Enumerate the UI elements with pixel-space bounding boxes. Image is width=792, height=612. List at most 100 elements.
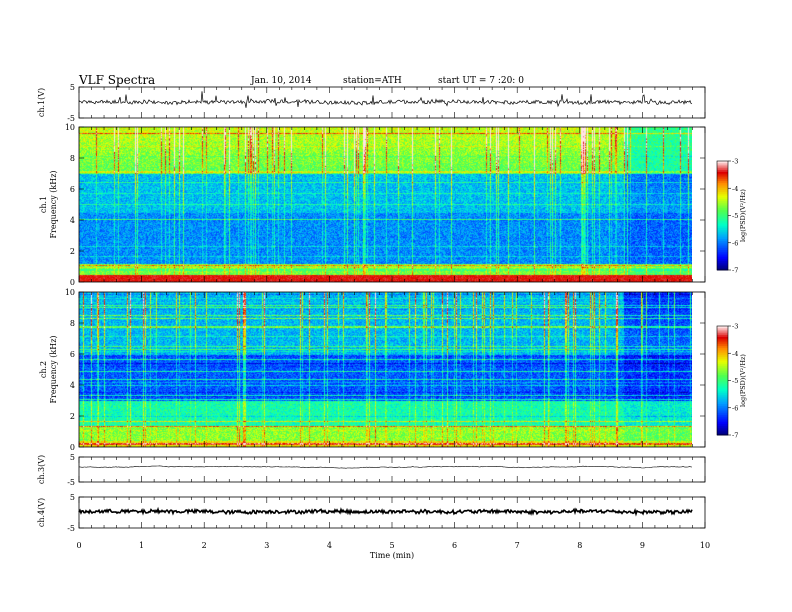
colorbar-swatch [717, 364, 728, 367]
x-axis-label: Time (min) [370, 551, 414, 560]
colorbar-swatch [717, 266, 728, 269]
y-tick-label: -5 [67, 478, 75, 487]
ch3-waveform-trace [79, 465, 693, 469]
colorbar-swatch [717, 342, 728, 345]
colorbar-swatch [717, 380, 728, 383]
colorbar-swatch [717, 422, 728, 425]
x-tick-label: 2 [202, 541, 207, 550]
ch1-spectrogram-image [79, 127, 692, 282]
y-tick-label: 8 [70, 154, 75, 163]
x-tick-label: 4 [327, 541, 332, 550]
colorbar-swatch [717, 351, 728, 354]
colorbar-swatch [717, 208, 728, 211]
colorbar-swatch [717, 224, 728, 227]
colorbar-swatch [717, 237, 728, 240]
colorbar-swatch [717, 180, 728, 184]
ch1-waveform-trace [78, 91, 693, 108]
colorbar-tick-label: -7 [732, 432, 738, 440]
colorbar-swatch [717, 413, 728, 416]
colorbar-swatch [717, 429, 728, 432]
colorbar-swatch [717, 170, 728, 173]
chart-title: VLF Spectra [79, 73, 156, 87]
y-tick-label: 0 [70, 443, 75, 452]
colorbar-swatch [717, 425, 728, 429]
colorbar-swatch [717, 416, 728, 420]
colorbar-swatch [717, 327, 728, 331]
colorbar-swatch [717, 382, 728, 385]
colorbar-swatch [717, 402, 728, 405]
colorbar-swatch [717, 257, 728, 260]
colorbar-swatch [717, 250, 728, 253]
colorbar-swatch [717, 179, 728, 182]
ch2-spectrogram-colorbar: -3 -4 -5 -6 -7 log(PSD)(V²/Hz) [716, 323, 747, 440]
colorbar-tick-label: -5 [732, 377, 738, 385]
colorbar-swatch [717, 405, 728, 409]
colorbar-swatch [717, 371, 728, 374]
colorbar-swatch [717, 333, 728, 336]
colorbar-label: log(PSD)(V²/Hz) [739, 189, 747, 242]
y-tick-label: 8 [70, 319, 75, 328]
colorbar-label: log(PSD)(V²/Hz) [739, 354, 747, 407]
colorbar-swatch [717, 228, 728, 231]
colorbar-swatch [717, 358, 728, 362]
colorbar-swatch [717, 369, 728, 372]
colorbar-swatch [717, 231, 728, 235]
colorbar-swatch [717, 204, 728, 207]
colorbar-swatch [717, 200, 728, 204]
ch2-spectrogram-ylabel: ch.2Frequency (kHz) [39, 335, 58, 403]
colorbar-swatch [717, 411, 728, 414]
start-time-label: start UT = 7 :20: 0 [438, 76, 524, 86]
colorbar-swatch [717, 190, 728, 193]
colorbar-tick-label: -4 [732, 185, 738, 193]
colorbar-swatch [717, 191, 728, 195]
ch1-spectrogram-colorbar: -3 -4 -5 -6 -7 log(PSD)(V²/Hz) [716, 158, 747, 275]
station-label: station=ATH [343, 76, 402, 86]
colorbar-swatch [717, 336, 728, 340]
colorbar-swatch [717, 376, 728, 380]
colorbar-swatch [717, 239, 728, 242]
colorbar-swatch [717, 251, 728, 255]
colorbar-swatch [717, 220, 728, 224]
colorbar-swatch [717, 387, 728, 391]
colorbar-swatch [717, 253, 728, 256]
colorbar-swatch [717, 217, 728, 220]
colorbar-swatch [717, 427, 728, 431]
y-tick-label: 2 [70, 247, 75, 256]
y-tick-label: 5 [70, 83, 75, 92]
colorbar-swatch [717, 329, 728, 332]
colorbar-swatch [717, 353, 728, 356]
colorbar-swatch [717, 260, 728, 264]
colorbar-swatch [717, 211, 728, 215]
colorbar-swatch [717, 431, 728, 434]
colorbar-swatch [717, 400, 728, 403]
colorbar-swatch [717, 367, 728, 371]
colorbar-swatch [717, 259, 728, 262]
colorbar-swatch [717, 184, 728, 187]
colorbar-swatch [717, 226, 728, 229]
y-tick-label: -5 [67, 114, 75, 123]
ch2-spectrogram-image [79, 292, 692, 447]
colorbar-swatch [717, 344, 728, 347]
y-tick-label: 4 [70, 216, 75, 225]
colorbar-swatch [717, 404, 728, 407]
colorbar-swatch [717, 166, 728, 169]
colorbar-swatch [717, 355, 728, 358]
ch4-waveform-ylabel: ch.4(V) [37, 498, 46, 527]
colorbar-swatch [717, 246, 728, 249]
colorbar-swatch [717, 188, 728, 191]
colorbar-swatch [717, 391, 728, 394]
colorbar-swatch [717, 389, 728, 392]
colorbar-swatch [717, 418, 728, 421]
y-tick-label: 5 [70, 493, 75, 502]
colorbar-swatch [717, 182, 728, 186]
colorbar-swatch [717, 161, 728, 164]
colorbar-swatch [717, 195, 728, 198]
colorbar-swatch [717, 396, 728, 400]
colorbar-tick-label: -3 [732, 158, 738, 166]
colorbar-swatch [717, 378, 728, 381]
colorbar-swatch [717, 240, 728, 244]
colorbar-swatch [717, 268, 728, 271]
colorbar-swatch [717, 197, 728, 200]
colorbar-swatch [717, 206, 728, 209]
colorbar-tick-label: -5 [732, 212, 738, 220]
